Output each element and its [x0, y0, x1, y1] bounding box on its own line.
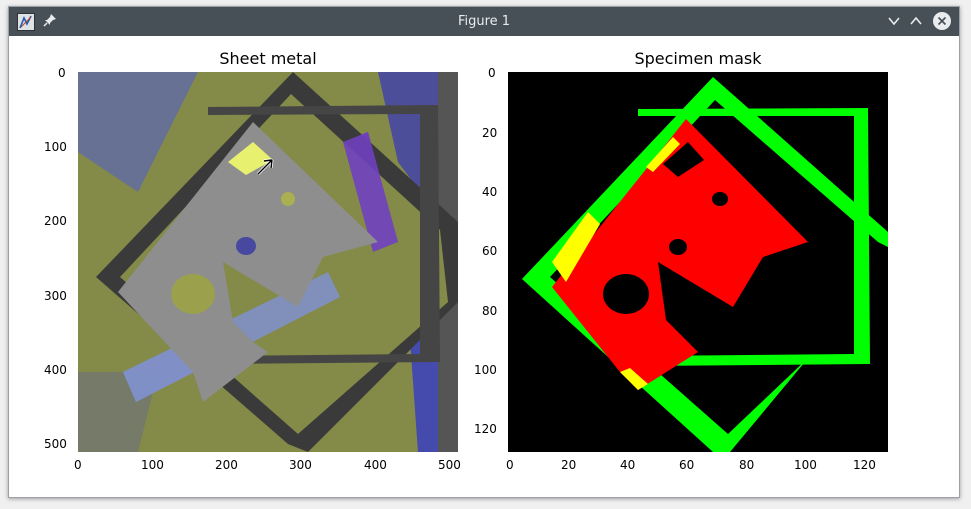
xtick-label: 0 [74, 458, 82, 472]
window-title: Figure 1 [457, 14, 511, 29]
ytick-label: 400 [44, 363, 67, 377]
ytick-label: 80 [482, 304, 498, 318]
close-icon[interactable] [933, 12, 951, 30]
xtick-label: 100 [141, 458, 164, 472]
xtick-label: 0 [506, 458, 514, 472]
matplotlib-icon[interactable] [17, 13, 35, 31]
titlebar[interactable]: Figure 1 [9, 7, 959, 36]
ytick-label: 100 [474, 363, 497, 377]
specimen-mask-image[interactable] [508, 72, 888, 452]
ytick-label: 0 [488, 66, 496, 80]
xtick-label: 500 [438, 458, 461, 472]
chevron-up-icon[interactable] [907, 12, 925, 30]
xtick-label: 400 [364, 458, 387, 472]
sheet-metal-photo [78, 72, 458, 452]
ytick-label: 60 [482, 244, 498, 258]
ytick-label: 0 [58, 66, 66, 80]
specimen-mask-plot [522, 77, 888, 452]
ytick-label: 100 [44, 140, 67, 154]
xtick-label: 60 [679, 458, 695, 472]
xtick-label: 100 [794, 458, 817, 472]
xtick-label: 200 [215, 458, 238, 472]
xtick-label: 80 [739, 458, 755, 472]
ytick-label: 500 [44, 437, 67, 451]
sheet-metal-image[interactable] [78, 72, 458, 452]
ytick-label: 200 [44, 214, 67, 228]
chevron-down-icon[interactable] [885, 12, 903, 30]
xtick-label: 40 [620, 458, 636, 472]
ytick-label: 120 [474, 422, 497, 436]
xtick-label: 300 [289, 458, 312, 472]
ytick-label: 20 [482, 126, 498, 140]
plot-title-sheet-metal: Sheet metal [219, 49, 317, 68]
plot-title-specimen-mask: Specimen mask [634, 49, 762, 68]
ytick-label: 300 [44, 289, 67, 303]
ytick-label: 40 [482, 185, 498, 199]
xtick-label: 20 [561, 458, 577, 472]
pin-icon[interactable] [43, 13, 57, 27]
xtick-label: 120 [853, 458, 876, 472]
